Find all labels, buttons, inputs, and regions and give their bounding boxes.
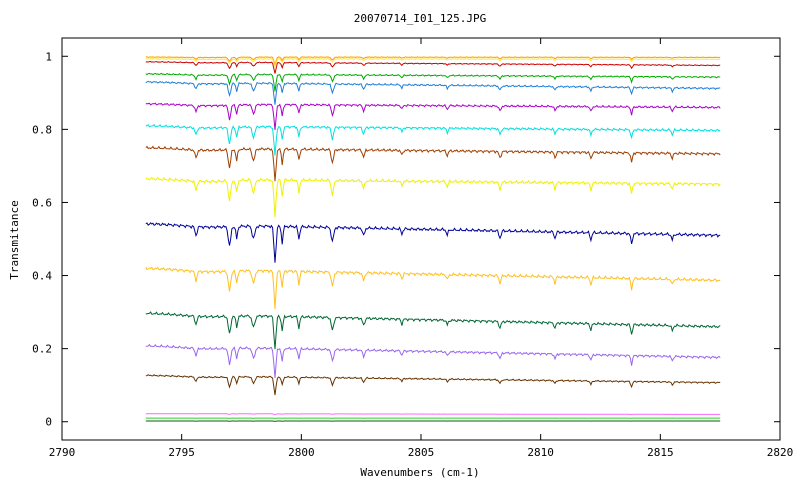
y-axis: 0 0.2 0.4 0.6 0.8 1 xyxy=(32,50,780,429)
y-tick-label: 0 xyxy=(45,416,52,429)
series-line xyxy=(145,266,721,310)
series-line xyxy=(145,311,721,350)
y-tick-label: 0.8 xyxy=(32,123,52,136)
series-line xyxy=(145,58,721,69)
y-tick-label: 1 xyxy=(45,50,52,63)
chart-title: 20070714_I01_125.JPG xyxy=(354,12,486,25)
series-line xyxy=(145,72,721,92)
series-line xyxy=(145,80,721,105)
x-tick-label: 2795 xyxy=(168,446,195,459)
x-tick-label: 2790 xyxy=(49,446,76,459)
x-axis-label: Wavenumbers (cm-1) xyxy=(360,466,479,479)
series-layer xyxy=(145,56,721,422)
x-tick-label: 2805 xyxy=(408,446,435,459)
series-line xyxy=(145,56,721,66)
x-tick-label: 2800 xyxy=(288,446,315,459)
series-line xyxy=(145,343,721,379)
series-line xyxy=(145,413,721,416)
y-tick-label: 0.2 xyxy=(32,343,52,356)
series-line xyxy=(145,374,721,396)
x-tick-label: 2815 xyxy=(647,446,674,459)
series-line xyxy=(145,222,721,263)
x-tick-label: 2820 xyxy=(767,446,794,459)
x-tick-label: 2810 xyxy=(527,446,554,459)
series-line xyxy=(145,124,721,156)
series-line xyxy=(145,176,721,218)
y-axis-label: Transmitance xyxy=(8,200,21,279)
y-tick-label: 0.6 xyxy=(32,196,52,209)
series-line xyxy=(145,102,721,130)
series-line xyxy=(145,145,721,182)
x-axis: 2790 2795 2800 2805 2810 2815 2820 xyxy=(49,38,794,459)
series-line xyxy=(145,60,721,74)
y-tick-label: 0.4 xyxy=(32,270,52,283)
